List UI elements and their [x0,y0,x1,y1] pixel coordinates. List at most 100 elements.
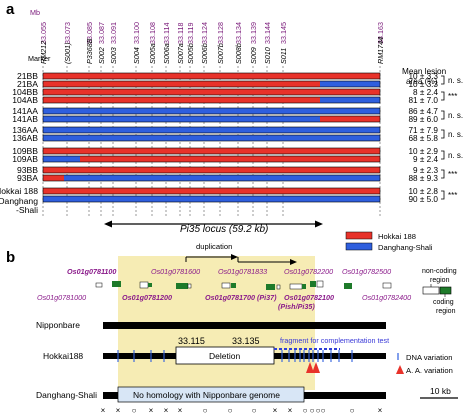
lesion-header-1: Mean lesion [402,67,447,76]
gene-label-0781100: Os01g0781100 [67,267,116,276]
haplotype-bar-outline [42,107,381,115]
deletion-label: Deletion [209,351,240,361]
significance-label: *** [448,191,457,200]
gene-label-0782400: Os01g0782400 [362,293,411,302]
haplotype-bar-outline [42,88,381,96]
haplotype-segment [320,81,380,87]
lesion-value: 10 ± 3.3 [408,80,438,89]
gene-box [176,283,188,289]
mb-label: 33.139 [249,22,258,44]
row-label: 93BA [17,173,38,183]
marker-name: RM1744 [376,37,385,64]
row-label: 109AB [12,154,38,164]
significance-label: n. s. [448,130,463,139]
dna-variation-marks [117,350,353,362]
mb-label: 33.118 [176,23,185,44]
haplotype-segment [43,89,380,95]
lesion-value: 68 ± 5.8 [408,134,438,143]
haplotype-segment [43,97,320,103]
lesion-value: 10 ± 3.3 [408,72,438,81]
genotype-mark: ○ [310,406,315,415]
significance-bracket [441,169,445,179]
genotype-mark: ○ [203,406,208,415]
marker-name: S007a [176,43,185,64]
genotype-mark: × [164,406,169,415]
gene-label-0781000: Os01g0781000 [37,293,86,302]
marker-name: (S001) [63,42,72,64]
haplotype-segment [320,116,380,122]
lesion-value: 8 ± 2.4 [413,88,438,97]
genotype-mark: ○ [132,406,137,415]
no-homology-label: No homology with Nipponbare genome [133,390,280,400]
legend-coding-1: coding [433,299,454,306]
marker-name: P3368B [85,38,94,64]
haplotype-bar-outline [42,96,381,104]
row-label: 21BA [17,79,38,89]
significance-label: *** [448,92,457,101]
row-label: -Shali [16,205,38,215]
haplotype-bar-outline [42,147,381,155]
mb-label: 33.134 [234,22,243,44]
haplotype-bar-outline [42,166,381,174]
scale-label: 10 kb [430,386,451,396]
legend-noncoding-box [422,286,440,295]
no-homology-box [117,386,305,403]
haplotype-segment [80,156,380,162]
haplotype-bar-outline [42,134,381,142]
genotype-mark: × [273,406,278,415]
lesion-value: 90 ± 5.0 [408,195,438,204]
duplication-label: duplication [196,242,232,251]
lesion-header-2: area (%) [406,77,438,86]
gene-box [302,284,306,289]
significance-bracket [441,75,445,85]
genotype-mark: ○ [228,406,233,415]
mb-label: 33.100 [132,22,141,44]
gene-box [148,283,152,287]
legend-dna-variation: DNA variation [406,353,452,362]
significance-bracket [441,110,445,120]
significance-label: n. s. [448,151,463,160]
duplication-arrowhead-2 [290,259,297,265]
gene-box [344,283,352,289]
haplotype-bar-outline [42,80,381,88]
panel-b-label: b [6,249,15,266]
haplotype-bar-outline [42,187,381,195]
haplotype-segment [64,175,380,181]
marker-name: S007b [216,43,225,64]
mb-label: 33.145 [279,22,288,44]
gene-label-0782200: Os01g0782200 [284,267,333,276]
mb-label: 33.119 [186,23,195,44]
marker-name: S004 [132,47,141,64]
row-label: 93BB [17,165,38,175]
deletion-box [175,346,275,365]
mb-label: 33.163 [376,22,385,44]
lesion-value: 81 ± 7.0 [408,96,438,105]
row-label: 104AB [12,95,38,105]
row-label: 141AB [12,114,38,124]
significance-bracket [441,150,445,160]
genotype-mark: × [378,406,383,415]
haplotype-segment [43,156,80,162]
row-label: 141AA [12,106,38,116]
haplotype-bar-outline [42,174,381,182]
lesion-value: 10 ± 2.8 [408,187,438,196]
genotype-mark: × [178,406,183,415]
marker-name: S003 [109,47,118,64]
row-label: 109BB [12,146,38,156]
locus-arrow-right-head [315,220,323,228]
mb-label: 33.073 [63,22,72,44]
marker-name: S006a [162,43,171,64]
haplotype-segment [43,81,320,87]
marker-name: S008b [234,43,243,64]
legend-dang-label: Danghang-Shali [378,243,433,252]
genotype-mark: ○ [303,406,308,415]
fragment-label: fragment for complementation test [280,336,389,345]
haplotype-segment [320,97,380,103]
haplotype-bar-outline [42,195,381,203]
aa-variation-marker [306,362,314,373]
gene-label-0782100: Os01g0782100 [284,293,334,302]
haplotype-segment [43,167,380,173]
marker-name: S006b [200,43,209,64]
lesion-value: 71 ± 7.9 [408,126,438,135]
